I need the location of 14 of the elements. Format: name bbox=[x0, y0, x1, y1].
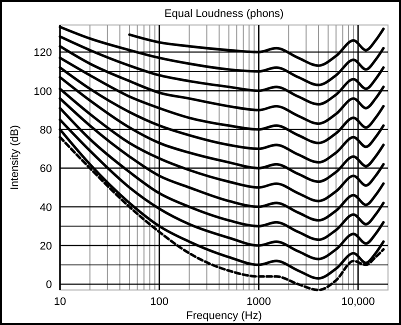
y-tick-label: 20 bbox=[40, 240, 52, 253]
y-tick-label: 100 bbox=[34, 86, 52, 98]
x-axis-title: Frequency (Hz) bbox=[186, 310, 262, 322]
x-tick-label: 1000 bbox=[246, 296, 271, 308]
y-axis-title: Intensity (dB) bbox=[9, 125, 21, 190]
y-tick-label: 120 bbox=[34, 47, 52, 60]
y-tick-label: 80 bbox=[40, 124, 52, 136]
x-tick-label: 100 bbox=[150, 296, 169, 308]
y-tick-label: 40 bbox=[40, 202, 52, 214]
x-tick-label: 10,000 bbox=[341, 296, 375, 308]
y-tick-label: 60 bbox=[40, 163, 52, 176]
y-tick-label: 0 bbox=[46, 279, 52, 292]
x-tick-label: 10 bbox=[54, 296, 66, 308]
chart-title: Equal Loudness (phons) bbox=[164, 8, 284, 20]
